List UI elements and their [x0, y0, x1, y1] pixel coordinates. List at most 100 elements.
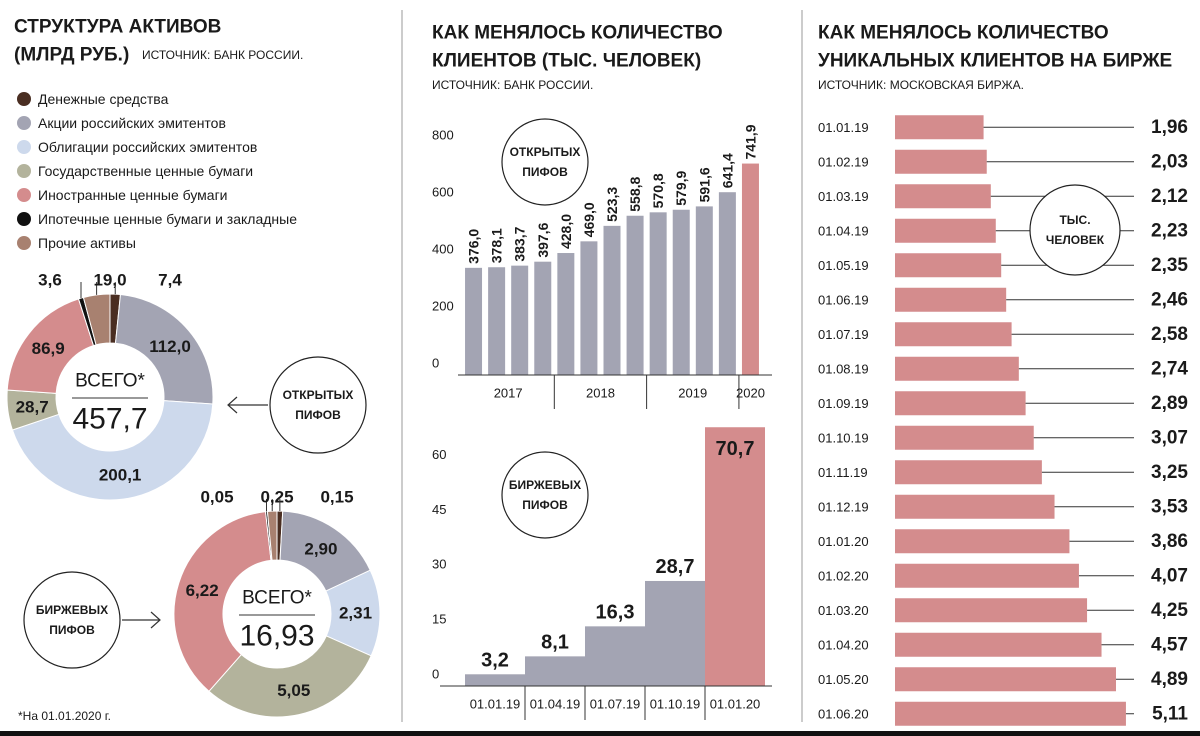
- bar: [895, 529, 1070, 554]
- donut-slice: [114, 293, 214, 405]
- label-circle: [501, 451, 589, 539]
- value-label: 2,90: [304, 539, 337, 558]
- y-tick-label: 01.07.19: [818, 327, 869, 342]
- bar: [695, 206, 713, 375]
- value-label: 86,9: [32, 339, 65, 358]
- bar: [895, 115, 984, 140]
- value-label: 2,03: [1151, 151, 1188, 172]
- circle-label: БИРЖЕВЫХ: [509, 478, 581, 492]
- donut-slice: [82, 293, 111, 346]
- y-tick-label: 0: [432, 356, 439, 371]
- x-tick-label: 01.01.19: [470, 697, 521, 712]
- y-tick-label: 0: [432, 667, 439, 682]
- donut-slice: [11, 400, 214, 501]
- label-circle: [23, 571, 121, 669]
- x-tick-label: 01.04.19: [530, 697, 581, 712]
- footnote: *На 01.01.2020 г.: [18, 709, 111, 723]
- bar: [718, 192, 736, 375]
- x-tick-label: 2020: [736, 386, 765, 401]
- value-label: 16,3: [596, 601, 635, 623]
- bar: [895, 460, 1042, 485]
- value-label: 4,57: [1151, 634, 1188, 655]
- value-label: 8,1: [541, 631, 569, 653]
- bar: [626, 215, 644, 375]
- bar: [895, 667, 1116, 692]
- arrow-head: [227, 396, 238, 414]
- y-tick-label: 01.01.19: [818, 120, 869, 135]
- value-label: 2,23: [1151, 220, 1188, 241]
- y-tick-label: 01.11.19: [818, 465, 868, 480]
- y-tick-label: 01.04.20: [818, 637, 869, 652]
- panel-title: КЛИЕНТОВ (ТЫС. ЧЕЛОВЕК): [432, 51, 701, 72]
- legend-swatch: [17, 236, 31, 250]
- label-circle: [269, 356, 367, 454]
- value-label: 397,6: [535, 222, 551, 257]
- y-tick-label: 01.02.19: [818, 154, 869, 169]
- bar: [603, 225, 621, 375]
- y-tick-label: 01.10.19: [818, 430, 869, 445]
- value-label: 3,2: [481, 649, 509, 671]
- value-label: 28,7: [16, 398, 49, 417]
- value-label: 3,6: [38, 271, 62, 290]
- value-label: 591,6: [696, 167, 712, 202]
- panel-title: СТРУКТУРА АКТИВОВ: [14, 17, 221, 38]
- bar: [534, 261, 552, 375]
- bar: [488, 267, 506, 375]
- bar: [557, 253, 575, 375]
- panel-title: КАК МЕНЯЛОСЬ КОЛИЧЕСТВО: [432, 23, 723, 44]
- value-label: 2,31: [339, 604, 372, 623]
- value-label: 19,0: [93, 271, 126, 290]
- value-label: 523,3: [604, 187, 620, 222]
- bar: [895, 494, 1055, 519]
- arrow-head: [150, 611, 161, 629]
- bar: [895, 184, 991, 209]
- y-tick-label: 01.03.20: [818, 603, 869, 618]
- legend-label: Государственные ценные бумаги: [38, 163, 253, 179]
- bar: [705, 427, 765, 686]
- value-label: 469,0: [581, 202, 597, 237]
- y-tick-label: 01.08.19: [818, 361, 869, 376]
- y-tick-label: 01.01.20: [818, 534, 869, 549]
- y-tick-label: 400: [432, 242, 454, 257]
- bar: [741, 163, 759, 375]
- circle-label: ОТКРЫТЫХ: [283, 388, 354, 402]
- source: ИСТОЧНИК: БАНК РОССИИ.: [432, 78, 593, 92]
- bar: [672, 209, 690, 375]
- circle-label: ПИФОВ: [522, 498, 568, 512]
- y-tick-label: 200: [432, 299, 454, 314]
- value-label: 3,25: [1151, 462, 1188, 483]
- bar: [465, 674, 525, 686]
- panel-title: (МЛРД РУБ.): [14, 45, 129, 66]
- donut-slice: [266, 510, 278, 561]
- source: ИСТОЧНИК: БАНК РОССИИ.: [142, 48, 303, 62]
- circle-label: ОТКРЫТЫХ: [510, 145, 581, 159]
- bar: [895, 322, 1012, 347]
- value-label: 428,0: [558, 214, 574, 249]
- value-label: 3,53: [1151, 496, 1188, 517]
- value-label: 641,4: [719, 153, 735, 188]
- y-tick-label: 01.12.19: [818, 499, 869, 514]
- value-label: 2,89: [1151, 393, 1188, 414]
- legend-label: Денежные средства: [38, 91, 169, 107]
- y-tick-label: 15: [432, 612, 446, 627]
- bar: [895, 632, 1102, 657]
- value-label: 5,11: [1152, 703, 1188, 724]
- legend-swatch: [17, 164, 31, 178]
- x-tick-label: 2017: [494, 386, 523, 401]
- circle-label: ПИФОВ: [522, 165, 568, 179]
- value-label: 741,9: [742, 124, 758, 159]
- value-label: 558,8: [627, 176, 643, 211]
- x-tick-label: 01.10.19: [650, 697, 701, 712]
- y-tick-label: 30: [432, 557, 446, 572]
- value-label: 2,58: [1151, 324, 1188, 345]
- legend-swatch: [17, 92, 31, 106]
- bar: [645, 580, 705, 686]
- value-label: 4,25: [1151, 600, 1188, 621]
- value-label: 383,7: [512, 226, 528, 261]
- source: ИСТОЧНИК: МОСКОВСКАЯ БИРЖА.: [818, 78, 1024, 92]
- bar: [511, 265, 529, 375]
- bar: [649, 212, 667, 375]
- value-label: 28,7: [656, 556, 695, 578]
- value-label: 0,25: [260, 488, 293, 507]
